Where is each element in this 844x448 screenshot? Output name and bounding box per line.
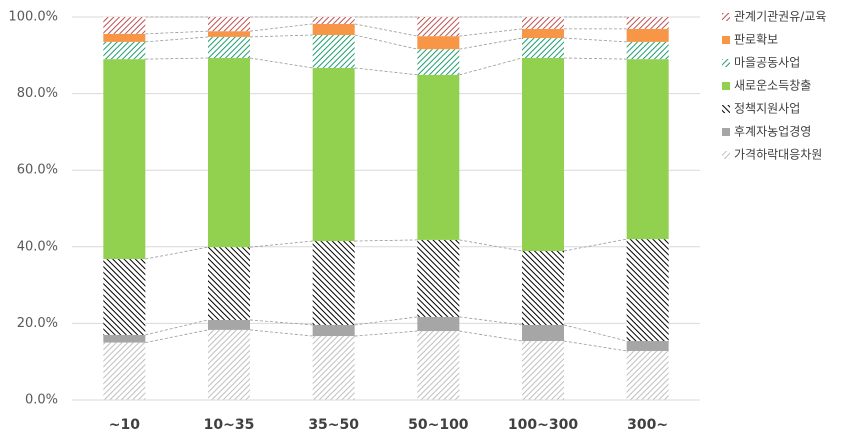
bar-segment	[103, 259, 146, 335]
x-tick-label: 50~100	[408, 417, 469, 433]
bar-segment	[312, 324, 355, 337]
bar-segment	[417, 49, 460, 75]
series-line	[249, 57, 313, 69]
bar-segment	[417, 17, 460, 37]
bar-segment	[626, 41, 669, 60]
legend-label: 정책지원사업	[734, 101, 800, 116]
series-line	[249, 34, 313, 38]
bar-segment	[312, 241, 355, 325]
x-tick-label: ~10	[109, 417, 140, 433]
legend-swatch	[722, 59, 730, 67]
bar-segment	[417, 239, 460, 317]
series-line	[354, 34, 418, 50]
bar-segment	[208, 319, 250, 330]
bar-segment	[103, 41, 146, 60]
series-line	[145, 30, 209, 35]
bar-segment	[208, 31, 250, 37]
bar-segment	[208, 57, 250, 248]
series-line	[354, 23, 418, 37]
legend-swatch	[722, 128, 730, 136]
y-tick-label: 40.0%	[17, 239, 58, 254]
bar-segment	[522, 57, 564, 252]
series-line	[249, 240, 313, 248]
bar-segment	[417, 316, 460, 332]
bar-segment	[103, 334, 146, 343]
legend-label: 관계기관권유/교육	[734, 10, 826, 24]
bar-segment	[103, 59, 146, 260]
series-line	[563, 340, 627, 352]
bar-segment	[103, 342, 146, 400]
series-line	[563, 238, 627, 252]
bar-segment	[312, 23, 355, 36]
bar-segment	[417, 331, 460, 400]
series-line	[459, 28, 523, 37]
y-tick-label: 80.0%	[17, 86, 58, 101]
legend-swatch	[722, 82, 730, 90]
series-line	[563, 57, 627, 60]
series-line	[459, 37, 523, 50]
series-line	[249, 23, 313, 32]
series-line	[354, 239, 418, 242]
series-line	[459, 316, 523, 326]
legend-label: 판로확보	[734, 33, 778, 47]
legend-label: 가격하락대응차원	[734, 148, 822, 162]
bar-segment	[626, 17, 669, 29]
bar-segment	[522, 251, 564, 325]
legend-swatch	[722, 151, 730, 159]
series-line	[145, 329, 209, 343]
bar-segment	[417, 36, 460, 50]
series-line	[145, 246, 209, 260]
bar-segment	[522, 324, 564, 342]
bar-segment	[208, 329, 250, 400]
bar-segment	[417, 74, 460, 240]
legend-label: 후계자농업경영	[734, 125, 811, 139]
bar-segment	[312, 336, 355, 400]
bar-segment	[522, 17, 564, 29]
legend-swatch	[722, 36, 730, 44]
bar-segment	[626, 239, 669, 342]
bar-segment	[312, 67, 355, 242]
x-tick-label: 35~50	[308, 417, 359, 433]
legend-swatch	[722, 13, 730, 21]
series-line	[145, 319, 209, 336]
bar-segment	[626, 350, 669, 400]
series-line	[145, 36, 209, 43]
series-line	[354, 330, 418, 337]
bar-segment	[312, 35, 355, 68]
legend-label: 마을공동사업	[734, 56, 800, 70]
y-tick-label: 20.0%	[17, 316, 58, 331]
series-line	[354, 67, 418, 76]
series-line	[563, 324, 627, 342]
y-tick-label: 60.0%	[17, 163, 58, 178]
bar-segment	[208, 247, 250, 320]
legend-swatch	[722, 105, 730, 113]
bar-segment	[522, 38, 564, 58]
bar-segment	[208, 17, 250, 32]
series-line	[354, 316, 418, 326]
series-line	[459, 57, 523, 76]
y-tick-label: 100.0%	[8, 10, 58, 25]
bar-segment	[522, 341, 564, 400]
x-tick-label: 300~	[627, 417, 668, 433]
bar-segment	[626, 59, 669, 240]
series-line	[563, 37, 627, 43]
bar-segment	[103, 33, 146, 42]
x-tick-label: 100~300	[508, 417, 578, 433]
series-line	[459, 330, 523, 342]
series-line	[249, 329, 313, 337]
bar-segment	[208, 36, 250, 58]
bar-segment	[103, 17, 146, 34]
y-tick-label: 0.0%	[25, 393, 58, 408]
series-line	[459, 239, 523, 252]
bar-segment	[626, 28, 669, 42]
bar-segment	[626, 341, 669, 351]
legend-label: 새로운소득창출	[734, 79, 811, 93]
bar-segment	[312, 17, 355, 24]
bar-segment	[522, 28, 564, 39]
series-line	[249, 319, 313, 326]
series-line	[145, 57, 209, 60]
x-tick-label: 10~35	[204, 417, 255, 433]
